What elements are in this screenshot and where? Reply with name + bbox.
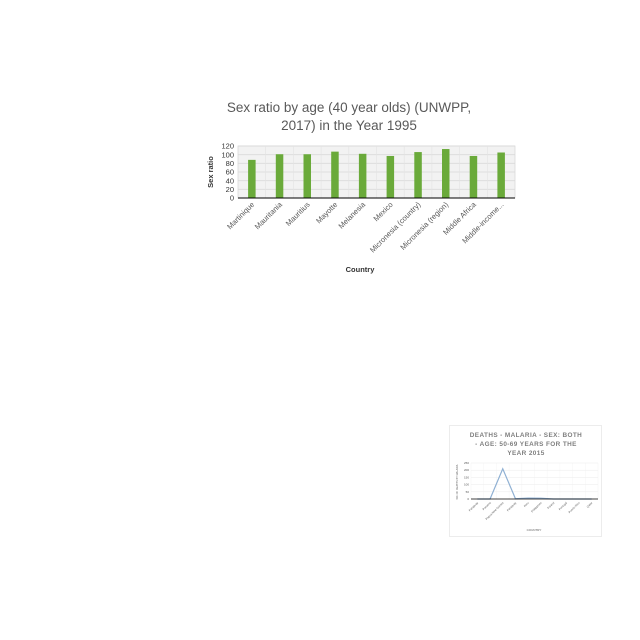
chart1-x-tick-label: Mayotte [314,200,339,225]
chart1-y-tick-label: 60 [226,168,234,177]
chart1-title-line1: Sex ratio by age (40 year olds) (UNWPP, [227,100,471,115]
chart1-y-tick-label: 20 [226,185,234,194]
chart2-y-tick-label: 50 [466,490,470,494]
chart1-x-tick-label: Mexico [372,200,395,223]
chart2-x-tick-label: Qatar [586,501,594,509]
chart2-x-tick-label: Paraguay [506,500,518,512]
chart2-y-axis-label: NO. OF DEATHS BY MALARIA [456,464,459,499]
chart2-x-tick-label: Paraguay [468,500,480,512]
chart1-bar [248,159,256,198]
chart1-bar [386,155,395,198]
chart1-title-line2: 2017) in the Year 1995 [281,118,417,133]
chart1-y-tick-label: 100 [221,150,234,159]
chart1-bars [248,149,505,198]
chart1-x-tick-label: Mauritania [253,199,285,231]
chart2-y-tick-label: 100 [464,483,469,487]
chart1-bar [442,149,450,198]
chart1-x-tick-label: Micronesia (country) [368,200,423,255]
chart1-x-tick-label: Mauritius [284,200,312,228]
chart2-y-tick-labels: 0 50 100 150 200 250 [464,461,469,501]
chart1-bar [358,153,367,198]
chart1-y-tick-label: 40 [226,176,234,185]
chart2-title-line3: YEAR 2015 [507,450,544,457]
chart1-bar [331,151,339,198]
chart1-x-tick-label: Melanesia [337,199,368,230]
chart2-y-tick-label: 0 [467,497,469,501]
chart1-x-tick-label: Micronesia (region) [398,200,450,252]
chart2-x-tick-label: Portugal [558,501,568,511]
malaria-deaths-line-chart-panel: DEATHS - MALARIA - SEX: BOTH - AGE: 50-6… [449,425,602,537]
sex-ratio-bar-chart: Sex ratio by age (40 year olds) (UNWPP, … [206,100,516,274]
chart2-x-tick-label: Puerto Rico [567,501,580,514]
chart1-bar [414,152,422,198]
chart1-y-tick-label: 120 [221,142,234,151]
chart1-y-axis-label: Sex ratio [206,156,215,188]
chart2-x-axis-label: COUNTRY [527,528,542,532]
chart1-y-tick-label: 0 [230,194,234,203]
chart2-title-line1: DEATHS - MALARIA - SEX: BOTH [470,432,582,439]
chart2-y-tick-label: 200 [464,468,469,472]
chart1-bar [497,152,505,198]
chart2-x-tick-label: Philippines [530,500,543,513]
chart2-y-tick-label: 250 [464,461,469,465]
chart2-gridlines [470,462,599,499]
chart2-y-tick-label: 150 [464,475,469,479]
chart2-x-tick-label: Peru [523,501,530,508]
chart1-bar [275,154,284,198]
chart1-bar [303,154,311,198]
chart2-title-line2: - AGE: 50-69 YEARS FOR THE [475,441,577,448]
chart1-y-tick-label: 80 [226,159,234,168]
chart1-x-tick-label: Martinique [225,200,256,231]
chart1-x-axis-label: Country [346,265,376,274]
chart1-bar [469,155,478,198]
chart2-x-tick-label: Poland [546,501,555,510]
malaria-deaths-line-chart: DEATHS - MALARIA - SEX: BOTH - AGE: 50-6… [456,432,599,532]
chart1-gridlines [238,145,515,198]
chart2-x-tick-label: Panama [482,501,493,512]
